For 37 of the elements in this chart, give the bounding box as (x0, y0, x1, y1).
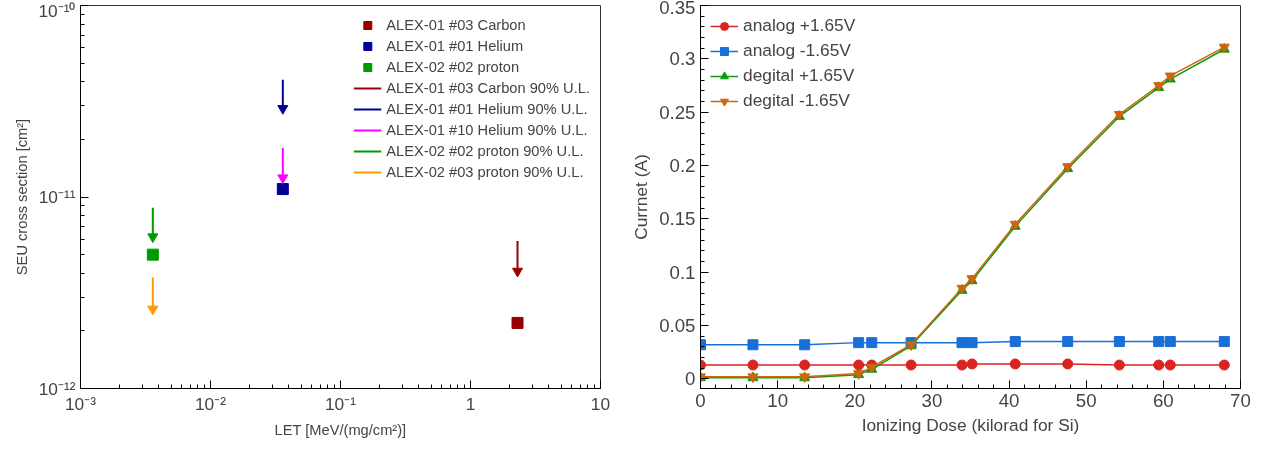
y-tick-label: 10⁻¹¹ (38, 187, 76, 207)
x-tick-label: 30 (921, 389, 943, 411)
x-tick-label: 1 (465, 393, 476, 414)
y-tick-label: 0.1 (669, 261, 696, 283)
legend-label: ALEX-01 #10 Helium 90% U.L. (386, 122, 588, 138)
x-tick-label: 50 (1075, 389, 1097, 411)
legend-label: ALEX-01 #03 Carbon 90% U.L. (386, 80, 590, 96)
x-axis-title: LET [MeV/(mg/cm²)] (274, 421, 407, 438)
y-axis-title: Currnet (A) (631, 154, 652, 240)
legend-label: degital -1.65V (743, 90, 850, 111)
legend-label: degital +1.65V (743, 65, 855, 86)
y-tick-label: 0 (685, 368, 696, 390)
y-tick-label: 0.3 (669, 48, 696, 70)
x-tick-label: 10⁻² (194, 393, 227, 414)
y-tick-label: 0.35 (659, 0, 696, 18)
x-tick-label: 10⁻¹ (324, 393, 357, 414)
y-axis-title: SEU cross section [cm²] (14, 118, 31, 276)
legend-label: analog +1.65V (743, 15, 856, 36)
y-tick-label: 0.05 (659, 315, 696, 337)
x-tick-label: 60 (1152, 389, 1174, 411)
legend-label: ALEX-02 #02 proton (386, 59, 520, 75)
legend-label: ALEX-01 #01 Helium (386, 38, 524, 54)
legend-label: ALEX-02 #02 proton 90% U.L. (386, 143, 584, 159)
x-tick-label: 10 (590, 393, 611, 414)
y-tick-label: 0.15 (659, 208, 696, 230)
x-tick-label: 10 (767, 389, 789, 411)
x-axis-title: Ionizing Dose (kilorad for Si) (861, 414, 1080, 435)
y-tick-label: 10⁻¹⁰ (38, 0, 76, 21)
x-tick-label: 40 (998, 389, 1020, 411)
x-tick-label: 70 (1230, 389, 1251, 411)
legend-label: ALEX-01 #01 Helium 90% U.L. (386, 101, 588, 117)
y-tick-label: 0.2 (669, 155, 696, 177)
x-tick-label: 20 (844, 389, 866, 411)
legend-label: ALEX-01 #03 Carbon (386, 17, 526, 33)
legend-label: ALEX-02 #03 proton 90% U.L. (386, 164, 584, 180)
y-tick-label: 0.25 (659, 101, 696, 123)
legend-label: analog -1.65V (743, 40, 851, 61)
